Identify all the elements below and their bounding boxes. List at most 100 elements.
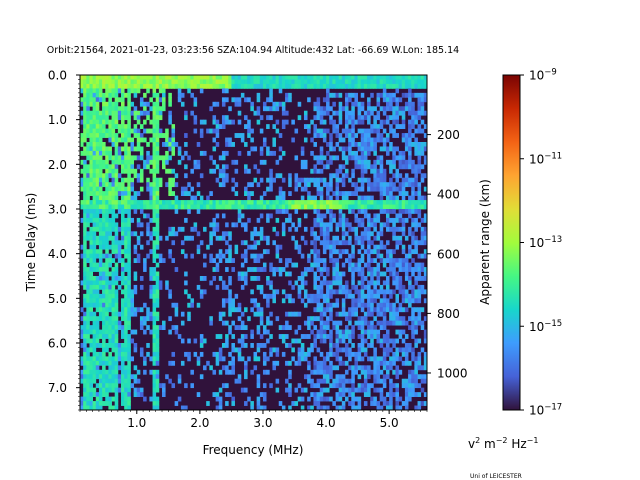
- heatmap-cell: [225, 177, 229, 183]
- heatmap-cell: [105, 262, 109, 268]
- heatmap-cell: [114, 226, 119, 232]
- heatmap-cell: [376, 334, 381, 339]
- heatmap-cell: [341, 226, 346, 232]
- heatmap-cell: [414, 137, 418, 143]
- heatmap-cell: [92, 405, 97, 411]
- heatmap-cell: [376, 267, 381, 272]
- heatmap-cell: [389, 378, 393, 384]
- heatmap-cell: [256, 83, 261, 89]
- heatmap-cell: [417, 110, 422, 116]
- heatmap-cell: [234, 79, 239, 85]
- heatmap-cell: [158, 204, 163, 210]
- heatmap-cell: [124, 392, 128, 397]
- heatmap-cell: [370, 258, 374, 263]
- heatmap-cell: [278, 186, 283, 192]
- heatmap-cell: [256, 311, 261, 317]
- heatmap-cell: [130, 204, 135, 210]
- heatmap-cell: [259, 316, 264, 322]
- heatmap-cell: [319, 150, 324, 156]
- heatmap-cell: [256, 284, 261, 290]
- heatmap-cell: [234, 293, 239, 299]
- heatmap-cell: [174, 307, 179, 313]
- heatmap-cell: [348, 128, 352, 134]
- heatmap-cell: [127, 249, 131, 255]
- heatmap-cell: [420, 231, 425, 237]
- heatmap-cell: [83, 401, 87, 406]
- heatmap-cell: [102, 298, 106, 304]
- heatmap-cell: [363, 401, 368, 406]
- heatmap-cell: [155, 213, 160, 219]
- heatmap-cell: [196, 182, 201, 188]
- heatmap-cell: [389, 101, 393, 107]
- heatmap-cell: [401, 119, 406, 125]
- heatmap-cell: [417, 262, 422, 268]
- heatmap-cell: [89, 155, 94, 161]
- heatmap-cell: [234, 222, 239, 228]
- heatmap-cell: [149, 293, 153, 299]
- heatmap-cell: [152, 110, 157, 116]
- heatmap-cell: [319, 302, 324, 308]
- heatmap-cell: [124, 293, 128, 299]
- heatmap-cell: [187, 200, 191, 205]
- heatmap-cell: [357, 302, 362, 308]
- heatmap-cell: [351, 244, 355, 250]
- heatmap-cell: [92, 213, 97, 219]
- heatmap-cell: [348, 289, 352, 295]
- heatmap-cell: [322, 365, 327, 371]
- heatmap-cell: [395, 173, 399, 179]
- heatmap-cell: [357, 351, 362, 357]
- heatmap-cell: [319, 369, 324, 375]
- heatmap-cell: [158, 110, 163, 116]
- heatmap-cell: [111, 217, 116, 223]
- heatmap-cell: [316, 200, 321, 205]
- heatmap-cell: [420, 217, 425, 223]
- heatmap-cell: [335, 334, 340, 339]
- heatmap-cell: [319, 396, 324, 402]
- heatmap-cell: [326, 101, 330, 107]
- heatmap-cell: [354, 235, 358, 241]
- heatmap-cell: [124, 253, 128, 259]
- heatmap-cell: [121, 401, 125, 406]
- heatmap-cell: [341, 249, 346, 255]
- heatmap-cell: [102, 101, 106, 107]
- heatmap-cell: [240, 387, 245, 393]
- heatmap-cell: [165, 155, 169, 161]
- heatmap-cell: [152, 200, 157, 205]
- heatmap-cell: [92, 217, 97, 223]
- heatmap-cell: [310, 262, 314, 268]
- heatmap-cell: [360, 92, 365, 98]
- heatmap-cell: [143, 110, 147, 116]
- heatmap-cell: [285, 293, 289, 299]
- heatmap-cell: [139, 133, 144, 138]
- heatmap-cell: [89, 75, 94, 80]
- heatmap-cell: [363, 159, 368, 165]
- heatmap-cell: [379, 343, 384, 348]
- heatmap-cell: [114, 311, 119, 317]
- heatmap-cell: [102, 115, 106, 121]
- heatmap-cell: [127, 106, 131, 112]
- heatmap-cell: [231, 267, 235, 272]
- heatmap-cell: [357, 79, 362, 85]
- heatmap-cell: [344, 146, 349, 152]
- heatmap-cell: [152, 325, 157, 330]
- heatmap-cell: [398, 334, 403, 339]
- heatmap-cell: [98, 177, 103, 183]
- heatmap-cell: [322, 356, 327, 362]
- heatmap-cell: [133, 146, 138, 152]
- heatmap-cell: [111, 200, 116, 205]
- heatmap-cell: [367, 200, 371, 205]
- heatmap-cell: [89, 115, 94, 121]
- heatmap-cell: [102, 311, 106, 317]
- heatmap-cell: [335, 374, 340, 380]
- heatmap-cell: [313, 217, 317, 223]
- heatmap-cell: [351, 284, 355, 290]
- heatmap-cell: [124, 298, 128, 304]
- heatmap-cell: [240, 75, 245, 80]
- heatmap-cell: [165, 182, 169, 188]
- heatmap-cell: [155, 92, 160, 98]
- heatmap-cell: [225, 298, 229, 304]
- heatmap-cell: [124, 284, 128, 290]
- heatmap-cell: [338, 146, 343, 152]
- heatmap-cell: [404, 92, 409, 98]
- heatmap-cell: [285, 325, 289, 330]
